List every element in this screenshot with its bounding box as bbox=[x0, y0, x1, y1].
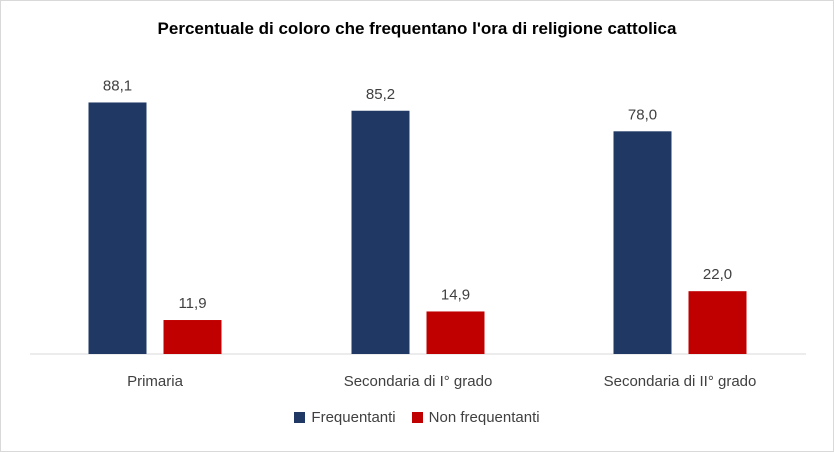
legend-label-non-frequentanti: Non frequentanti bbox=[428, 409, 540, 426]
data-label-non-frequentanti-0: 11,9 bbox=[178, 295, 206, 312]
legend: Frequentanti Non frequentanti bbox=[0, 409, 834, 426]
bar-non-frequentanti-0 bbox=[163, 320, 222, 354]
legend-label-frequentanti: Frequentanti bbox=[311, 409, 396, 426]
data-label-frequentanti-1: 85,2 bbox=[366, 86, 395, 103]
bar-non-frequentanti-1 bbox=[426, 311, 485, 354]
legend-item-non-frequentanti: Non frequentanti bbox=[411, 409, 540, 426]
data-label-non-frequentanti-2: 22,0 bbox=[703, 266, 732, 283]
legend-swatch-non-frequentanti bbox=[411, 412, 423, 423]
data-label-non-frequentanti-1: 14,9 bbox=[441, 286, 470, 303]
data-label-frequentanti-0: 88,1 bbox=[103, 77, 132, 94]
legend-item-frequentanti: Frequentanti bbox=[294, 409, 396, 426]
category-label-0: Primaria bbox=[127, 373, 183, 390]
category-label-1: Secondaria di I° grado bbox=[344, 373, 493, 390]
chart-title: Percentuale di coloro che frequentano l'… bbox=[157, 19, 677, 38]
bar-frequentanti-2 bbox=[613, 131, 672, 354]
bar-frequentanti-1 bbox=[351, 110, 410, 354]
data-label-frequentanti-2: 78,0 bbox=[628, 106, 657, 123]
bar-frequentanti-0 bbox=[88, 102, 147, 354]
legend-swatch-frequentanti bbox=[294, 412, 306, 423]
bar-non-frequentanti-2 bbox=[688, 291, 747, 354]
category-label-2: Secondaria di II° grado bbox=[604, 373, 757, 390]
